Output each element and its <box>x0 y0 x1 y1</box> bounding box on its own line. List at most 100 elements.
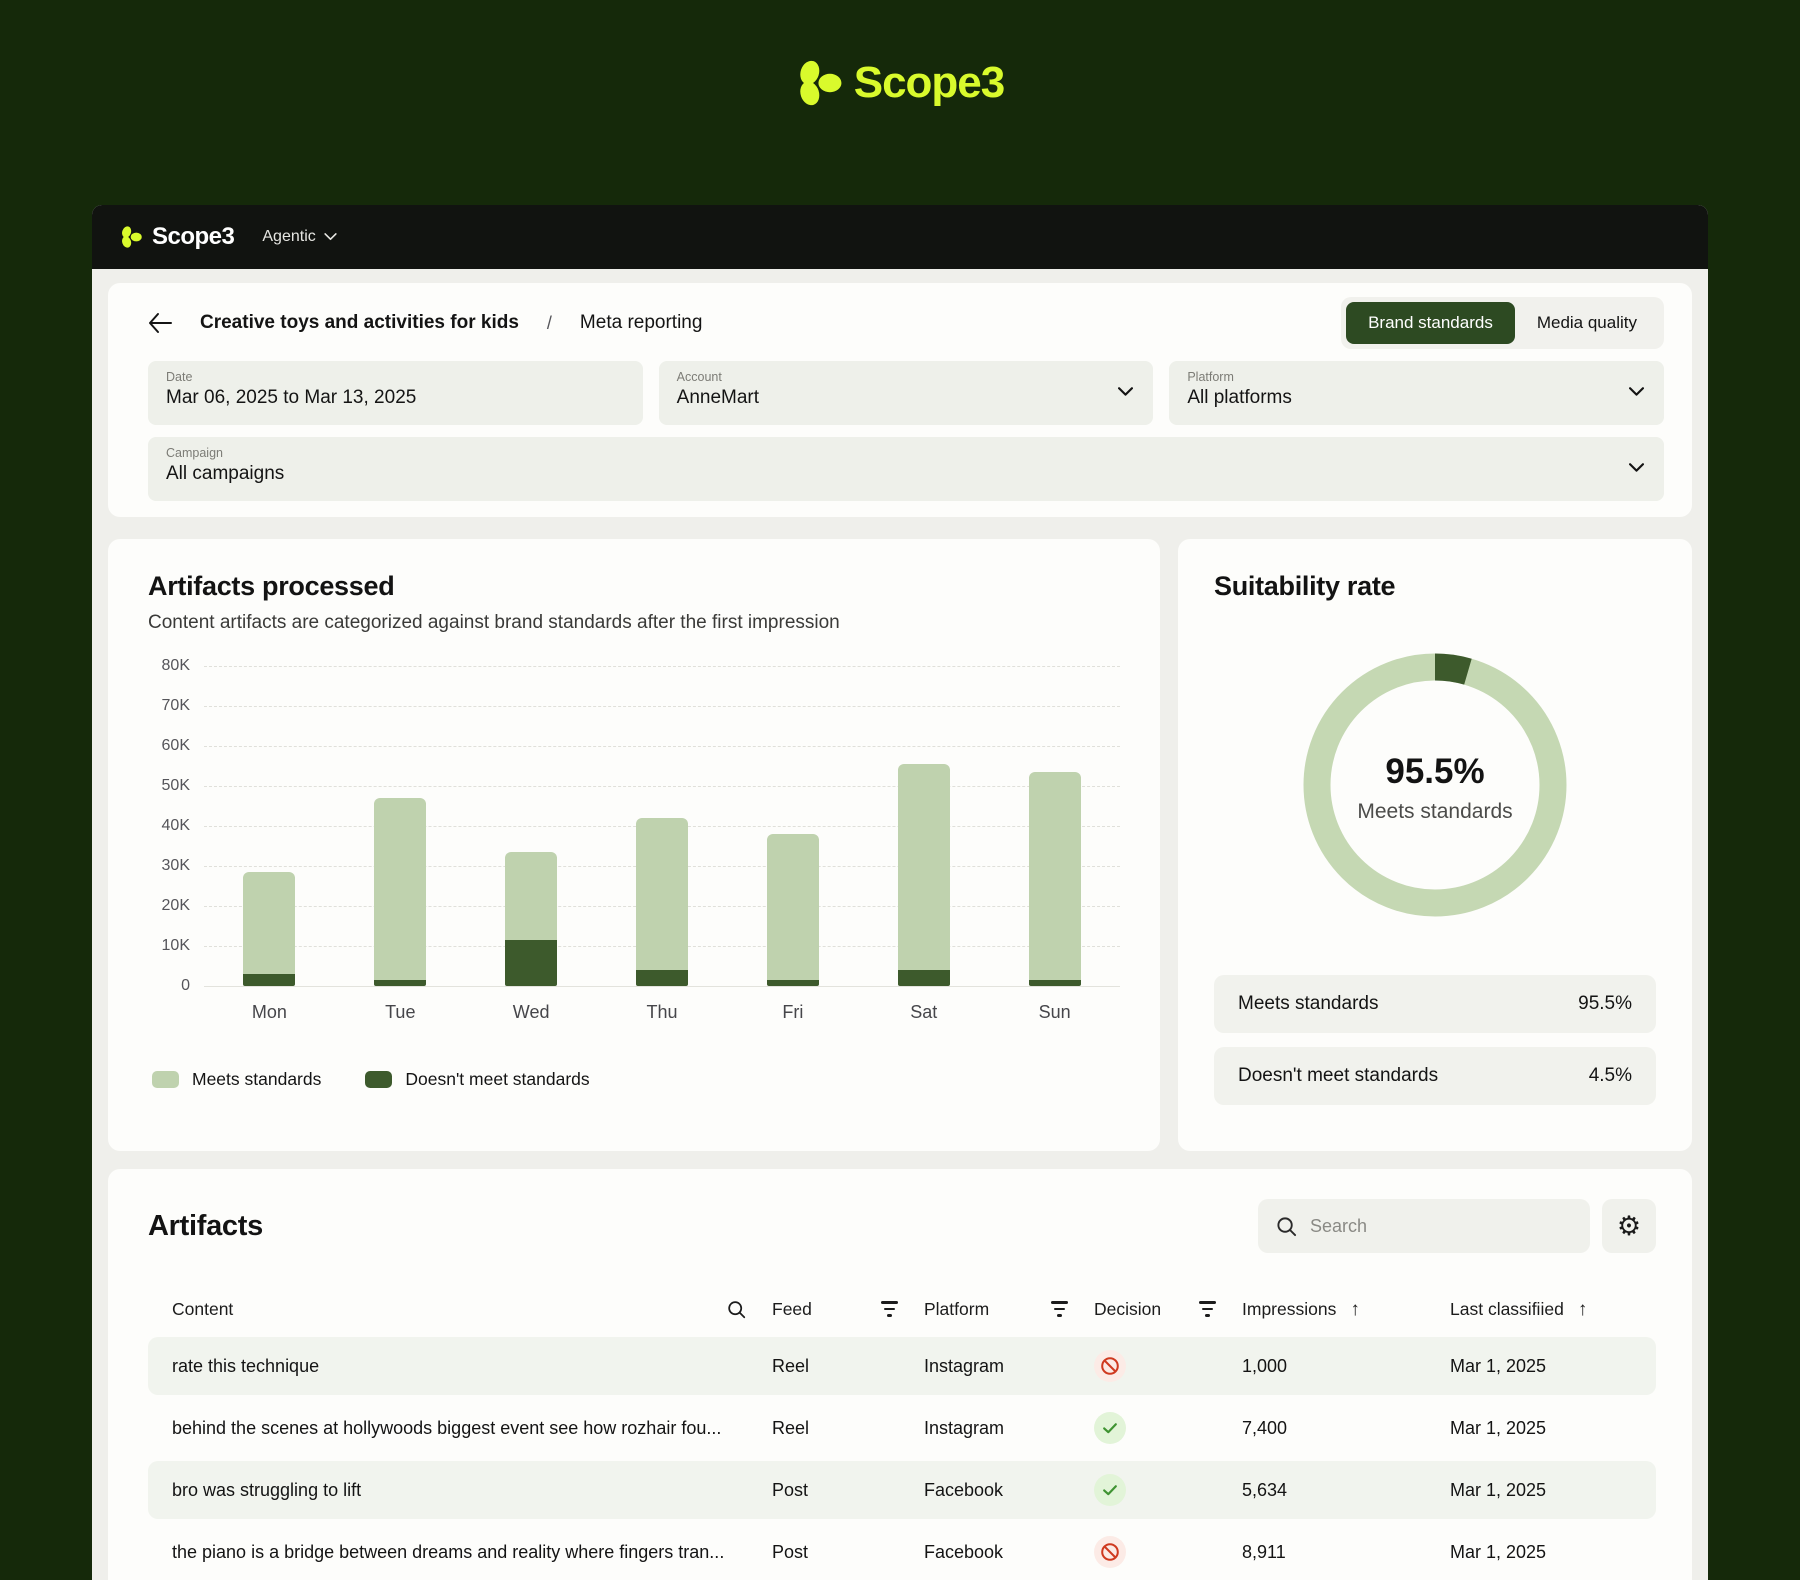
column-header-decision[interactable]: Decision <box>1094 1299 1242 1320</box>
decision-badge <box>1094 1350 1226 1382</box>
workspace-menu[interactable]: Agentic <box>262 228 337 246</box>
date-filter-value: Mar 06, 2025 to Mar 13, 2025 <box>166 387 417 408</box>
x-tick-label: Wed <box>512 1002 550 1022</box>
chart-legend: Meets standards Doesn't meet standards <box>152 1069 1120 1090</box>
content-cell: rate this technique <box>172 1355 320 1376</box>
search-input[interactable] <box>1310 1215 1572 1237</box>
bar-segment-doesnt-meet <box>374 980 427 986</box>
stat-value: 4.5% <box>1588 1065 1632 1086</box>
sort-asc-icon[interactable]: ↑ <box>1350 1298 1360 1320</box>
gridline <box>204 746 1120 747</box>
decision-cell <box>1094 1412 1242 1444</box>
bar-sun <box>1028 772 1081 986</box>
table-body: rate this technique Reel Instagram <box>148 1337 1656 1580</box>
filter-icon[interactable] <box>1199 1301 1216 1317</box>
bar-wed <box>505 852 558 986</box>
bar-slot <box>727 666 858 986</box>
bar-segment-meets <box>897 764 950 970</box>
platform-cell: Instagram <box>924 1417 1005 1438</box>
x-tick-label: Sun <box>1038 1002 1071 1022</box>
bar-chart-title: Artifacts processed <box>148 571 395 601</box>
tab-brand-standards[interactable]: Brand standards <box>1346 302 1515 344</box>
filter-icon[interactable] <box>1051 1301 1068 1317</box>
account-filter-label: Account <box>676 370 722 384</box>
bar-segment-meets <box>505 852 558 940</box>
charts-row: Artifacts processed Content artifacts ar… <box>108 539 1692 1151</box>
table-row[interactable]: rate this technique Reel Instagram <box>148 1337 1656 1395</box>
bar-segment-doesnt-meet <box>505 940 558 986</box>
approved-icon <box>1094 1474 1126 1506</box>
decision-cell <box>1094 1474 1242 1506</box>
column-header-content[interactable]: Content <box>172 1299 772 1320</box>
table-settings-button[interactable]: ⚙ <box>1602 1199 1656 1253</box>
y-tick-label: 10K <box>161 937 190 954</box>
back-button[interactable] <box>148 312 176 334</box>
y-tick-label: 70K <box>161 697 190 714</box>
scope3-logo-icon <box>800 60 842 106</box>
bar-chart-plot <box>204 666 1120 987</box>
column-header-last-classified[interactable]: Last classifiied ↑ <box>1450 1299 1632 1320</box>
stat-row-doesnt-meet: Doesn't meet standards 4.5% <box>1214 1047 1656 1105</box>
feed-cell: Post <box>772 1541 809 1562</box>
bars <box>204 666 1120 986</box>
content-cell: behind the scenes at hollywoods biggest … <box>172 1417 722 1438</box>
artifacts-actions: ⚙ <box>1258 1199 1656 1253</box>
sort-asc-icon[interactable]: ↑ <box>1577 1298 1588 1320</box>
suitability-stats: Meets standards 95.5% Doesn't meet stand… <box>1214 975 1656 1105</box>
search-icon[interactable] <box>727 1300 746 1319</box>
blocked-icon <box>1094 1350 1126 1382</box>
feed-cell: Reel <box>772 1355 810 1376</box>
legend-label: Meets standards <box>192 1069 322 1089</box>
stat-label: Meets standards <box>1238 993 1379 1014</box>
artifacts-search[interactable] <box>1258 1199 1590 1253</box>
column-header-impressions[interactable]: Impressions ↑ <box>1242 1299 1450 1320</box>
platform-filter[interactable]: Platform All platforms <box>1169 361 1664 425</box>
artifacts-header: Artifacts ⚙ <box>148 1199 1656 1253</box>
decision-badge <box>1094 1536 1226 1568</box>
doesnt-meet-standards-swatch <box>365 1071 393 1088</box>
bar-slot <box>466 666 597 986</box>
table-row[interactable]: bro was struggling to lift Post Facebook <box>148 1461 1656 1519</box>
column-header-platform[interactable]: Platform <box>924 1299 1094 1320</box>
platform-filter-label: Platform <box>1187 370 1234 384</box>
date-filter-label: Date <box>166 370 193 384</box>
column-header-feed[interactable]: Feed <box>772 1299 924 1320</box>
tab-media-quality[interactable]: Media quality <box>1515 302 1659 344</box>
y-tick-label: 0 <box>181 977 190 994</box>
chevron-down-icon <box>1628 460 1644 478</box>
bar-segment-doesnt-meet <box>766 980 819 986</box>
date-filter[interactable]: Date Mar 06, 2025 to Mar 13, 2025 <box>148 361 643 425</box>
suitability-donut <box>1303 653 1567 917</box>
x-axis: Mon Tue Wed Thu Fri Sat Sun <box>204 1002 1120 1023</box>
bar-segment-doesnt-meet <box>1028 980 1081 986</box>
column-label: Last classifiied <box>1450 1298 1564 1319</box>
account-filter[interactable]: Account AnneMart <box>658 361 1154 425</box>
platform-cell: Facebook <box>924 1479 1004 1500</box>
impressions-cell: 5,634 <box>1242 1479 1288 1500</box>
bar-segment-meets <box>243 872 296 974</box>
bar-slot <box>335 666 466 986</box>
campaign-filter[interactable]: Campaign All campaigns <box>148 437 1664 501</box>
y-axis: 80K 70K 60K 50K 40K 30K 20K 10K 0 <box>148 657 204 994</box>
decision-badge <box>1094 1474 1226 1506</box>
gridline <box>204 986 1120 987</box>
stat-value: 95.5% <box>1578 993 1632 1014</box>
table-row[interactable]: behind the scenes at hollywoods biggest … <box>148 1399 1656 1457</box>
plot-wrap: Mon Tue Wed Thu Fri Sat Sun <box>204 666 1120 1023</box>
filter-icon[interactable] <box>881 1301 898 1317</box>
column-label: Decision <box>1094 1298 1162 1319</box>
hero-logo: Scope3 <box>0 58 1800 108</box>
breadcrumb-campaign-link[interactable]: Creative toys and activities for kids <box>200 312 519 333</box>
last-classified-cell: Mar 1, 2025 <box>1450 1479 1547 1500</box>
filters: Date Mar 06, 2025 to Mar 13, 2025 Accoun… <box>148 361 1664 501</box>
arrow-left-icon <box>149 313 172 333</box>
bar-segment-doesnt-meet <box>636 970 688 986</box>
hero-brand-text: Scope3 <box>853 58 1006 107</box>
x-tick-label: Fri <box>782 1002 804 1022</box>
x-tick-label: Tue <box>385 1002 416 1022</box>
table-row[interactable]: the piano is a bridge between dreams and… <box>148 1523 1656 1580</box>
feed-cell: Reel <box>772 1417 810 1438</box>
approved-icon <box>1094 1412 1126 1444</box>
campaign-filter-value: All campaigns <box>166 463 285 484</box>
suitability-rate-card: Suitability rate 95.5% Meets standards M… <box>1178 539 1692 1151</box>
